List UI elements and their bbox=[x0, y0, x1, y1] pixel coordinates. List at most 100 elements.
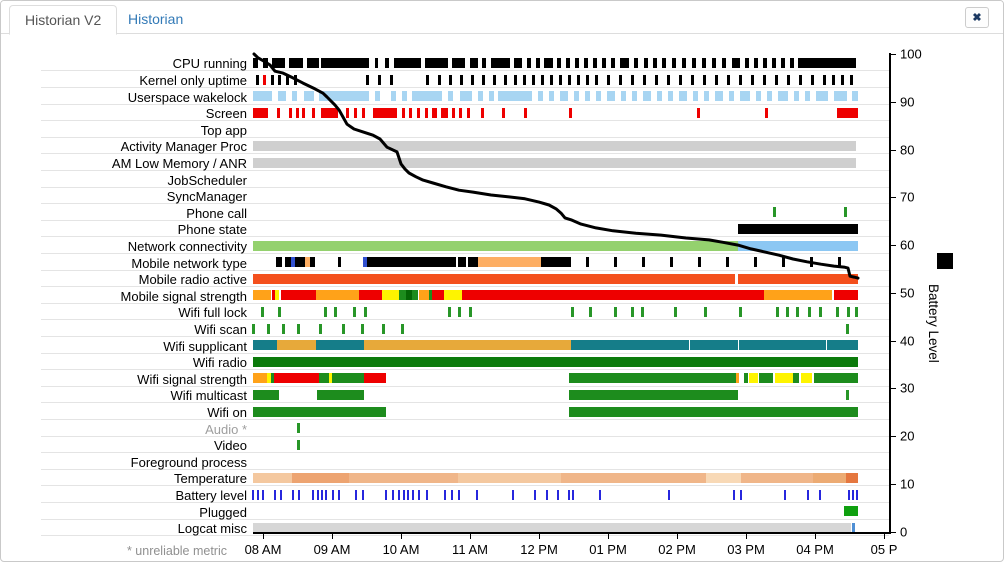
timeline-row bbox=[41, 320, 889, 337]
timeline-row bbox=[41, 287, 889, 304]
timeline-segment bbox=[744, 373, 748, 384]
timeline-segment bbox=[634, 58, 638, 68]
timeline-segment bbox=[704, 91, 709, 102]
timeline-segment bbox=[763, 74, 766, 85]
timeline-segment bbox=[544, 58, 553, 68]
timeline-segment bbox=[394, 58, 421, 68]
timeline-segment bbox=[253, 356, 858, 367]
timeline-segment bbox=[364, 307, 367, 317]
timeline-segment bbox=[655, 74, 658, 85]
timeline-segment bbox=[289, 107, 292, 118]
timeline-segment bbox=[276, 257, 282, 268]
x-axis-tick bbox=[332, 532, 333, 539]
y-axis-tick bbox=[889, 340, 896, 342]
timeline-segment bbox=[602, 58, 606, 68]
y-axis-tick-label: 60 bbox=[900, 237, 915, 253]
timeline-segment bbox=[514, 58, 522, 68]
timeline-segment bbox=[642, 257, 645, 268]
timeline-segment bbox=[307, 58, 319, 68]
timeline-row bbox=[41, 304, 889, 321]
timeline-row bbox=[41, 337, 889, 354]
timeline-segment bbox=[253, 373, 267, 384]
timeline-segment bbox=[668, 489, 670, 500]
timeline-segment bbox=[401, 323, 404, 334]
timeline-segment bbox=[740, 489, 742, 500]
timeline-segment bbox=[798, 58, 856, 68]
close-button[interactable]: ✖ bbox=[965, 7, 989, 28]
timeline-segment bbox=[846, 390, 849, 400]
timeline-segment bbox=[756, 91, 761, 102]
timeline-segment bbox=[832, 74, 835, 85]
timeline-segment bbox=[317, 390, 364, 400]
y-axis-tick bbox=[889, 245, 896, 247]
timeline-segment bbox=[253, 141, 856, 151]
timeline-segment bbox=[527, 58, 531, 68]
row-label: Wifi full lock bbox=[178, 305, 247, 321]
timeline-segment bbox=[292, 91, 297, 102]
timeline-segment bbox=[823, 74, 826, 85]
timeline-segment bbox=[837, 107, 858, 118]
timeline-segment bbox=[679, 74, 682, 85]
y-axis-tick-label: 40 bbox=[900, 333, 915, 349]
timeline-segment bbox=[739, 340, 826, 351]
timeline-segment bbox=[493, 74, 496, 85]
timeline-segment bbox=[569, 406, 858, 417]
tab-historian-label: Historian bbox=[128, 11, 184, 27]
timeline-segment bbox=[282, 323, 285, 334]
timeline-segment bbox=[569, 390, 738, 400]
timeline-segment bbox=[458, 257, 466, 268]
timeline-segment bbox=[672, 58, 676, 68]
timeline-segment bbox=[679, 91, 687, 102]
timeline-segment bbox=[607, 91, 615, 102]
row-label: CPU running bbox=[172, 56, 247, 72]
timeline-segment bbox=[801, 373, 812, 384]
x-axis-label: 09 AM bbox=[313, 542, 351, 557]
timeline-segment bbox=[670, 257, 673, 268]
y-axis-tick-label: 70 bbox=[900, 189, 915, 205]
timeline-segment bbox=[736, 373, 739, 384]
tab-historian[interactable]: Historian bbox=[113, 5, 198, 33]
timeline-segment bbox=[751, 74, 754, 85]
timeline-segment bbox=[575, 58, 579, 68]
timeline-segment bbox=[253, 406, 386, 417]
timeline-segment bbox=[698, 257, 701, 268]
timeline-segment bbox=[355, 489, 357, 500]
tab-historian-v2[interactable]: Historian V2 bbox=[9, 5, 118, 35]
row-label: Wifi radio bbox=[192, 355, 247, 371]
timeline-segment bbox=[715, 74, 718, 85]
x-axis-label: 03 PM bbox=[727, 542, 765, 557]
x-axis-tick bbox=[815, 532, 816, 539]
y-axis-tick-label: 50 bbox=[900, 285, 915, 301]
timeline-segment bbox=[253, 390, 279, 400]
timeline-segment bbox=[834, 91, 847, 102]
timeline-segment bbox=[271, 373, 274, 384]
row-label: SyncManager bbox=[166, 189, 247, 205]
timeline-segment bbox=[398, 489, 400, 500]
timeline-segment bbox=[257, 489, 259, 500]
timeline-segment bbox=[349, 473, 458, 483]
timeline-segment bbox=[560, 91, 568, 102]
timeline-segment bbox=[382, 290, 399, 301]
timeline-segment bbox=[425, 107, 428, 118]
row-label: Wifi on bbox=[207, 404, 247, 420]
timeline-segment bbox=[419, 290, 429, 301]
timeline-segment bbox=[852, 489, 854, 500]
y-axis-tick-label: 100 bbox=[900, 46, 922, 62]
timeline-segment bbox=[482, 74, 485, 85]
timeline-segment bbox=[569, 373, 736, 384]
timeline-segment bbox=[856, 489, 858, 500]
timeline-segment bbox=[481, 107, 484, 118]
timeline-row bbox=[41, 486, 889, 503]
timeline-segment bbox=[784, 489, 786, 500]
timeline-segment bbox=[614, 307, 617, 317]
timeline-segment bbox=[253, 157, 856, 168]
timeline-segment bbox=[470, 58, 478, 68]
timeline-segment bbox=[263, 74, 266, 85]
timeline-segment bbox=[702, 58, 706, 68]
row-label: Foreground process bbox=[130, 454, 247, 470]
timeline-segment bbox=[754, 58, 758, 68]
timeline-segment bbox=[814, 373, 858, 384]
y-axis-tick bbox=[889, 54, 896, 55]
y-axis-tick bbox=[889, 484, 896, 486]
timeline-segment bbox=[657, 91, 662, 102]
